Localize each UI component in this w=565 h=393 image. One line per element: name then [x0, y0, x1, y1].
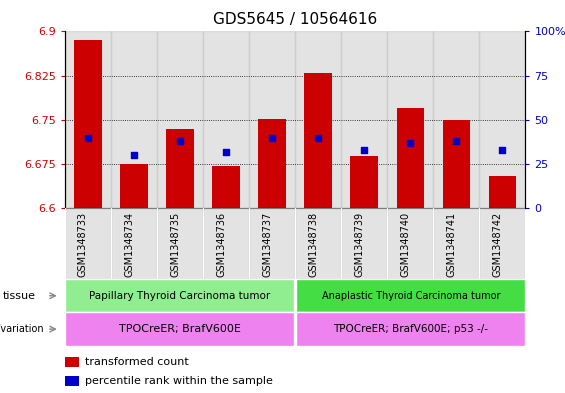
Bar	[341, 31, 388, 208]
Point	[406, 140, 415, 146]
Text: GSM1348736: GSM1348736	[216, 212, 226, 277]
Point	[452, 138, 461, 144]
Text: Anaplastic Thyroid Carcinoma tumor: Anaplastic Thyroid Carcinoma tumor	[321, 291, 500, 301]
Bar	[203, 31, 249, 208]
Bar	[212, 166, 240, 208]
Point	[176, 138, 185, 144]
Bar	[388, 208, 433, 279]
Text: GSM1348739: GSM1348739	[354, 212, 364, 277]
Text: Papillary Thyroid Carcinoma tumor: Papillary Thyroid Carcinoma tumor	[89, 291, 270, 301]
Bar	[65, 279, 294, 312]
Text: tissue: tissue	[3, 291, 36, 301]
Text: GSM1348742: GSM1348742	[493, 212, 502, 277]
Bar	[65, 376, 79, 386]
Point	[84, 134, 93, 141]
Bar	[65, 312, 294, 346]
Text: TPOCreER; BrafV600E: TPOCreER; BrafV600E	[119, 324, 241, 334]
Point	[221, 149, 231, 155]
Bar	[120, 164, 148, 208]
Bar	[479, 31, 525, 208]
Text: GSM1348733: GSM1348733	[78, 212, 88, 277]
Bar	[296, 312, 525, 346]
Bar	[166, 129, 194, 208]
Bar	[157, 31, 203, 208]
Bar	[433, 31, 479, 208]
Text: GSM1348737: GSM1348737	[262, 212, 272, 277]
Bar	[305, 73, 332, 208]
Text: GSM1348741: GSM1348741	[446, 212, 457, 277]
Bar	[65, 208, 111, 279]
Text: transformed count: transformed count	[85, 357, 189, 367]
Point	[314, 134, 323, 141]
Point	[268, 134, 277, 141]
Bar	[479, 208, 525, 279]
Bar	[258, 119, 286, 208]
Text: GSM1348735: GSM1348735	[170, 212, 180, 277]
Point	[498, 147, 507, 153]
Bar	[397, 108, 424, 208]
Bar	[296, 279, 525, 312]
Text: GSM1348738: GSM1348738	[308, 212, 318, 277]
Text: genotype/variation: genotype/variation	[0, 324, 44, 334]
Text: GSM1348734: GSM1348734	[124, 212, 134, 277]
Bar	[65, 357, 79, 367]
Text: TPOCreER; BrafV600E; p53 -/-: TPOCreER; BrafV600E; p53 -/-	[333, 324, 488, 334]
Bar	[442, 120, 470, 208]
Point	[129, 152, 138, 158]
Point	[360, 147, 369, 153]
Bar	[65, 31, 111, 208]
Bar	[388, 31, 433, 208]
Bar	[295, 31, 341, 208]
Bar	[489, 176, 516, 208]
Bar	[111, 208, 157, 279]
Title: GDS5645 / 10564616: GDS5645 / 10564616	[213, 13, 377, 28]
Bar	[111, 31, 157, 208]
Bar	[433, 208, 479, 279]
Bar	[157, 208, 203, 279]
Text: GSM1348740: GSM1348740	[401, 212, 410, 277]
Bar	[295, 208, 341, 279]
Bar	[341, 208, 388, 279]
Bar	[203, 208, 249, 279]
Bar	[249, 208, 295, 279]
Bar	[249, 31, 295, 208]
Bar	[350, 156, 378, 208]
Text: percentile rank within the sample: percentile rank within the sample	[85, 376, 273, 386]
Bar	[74, 40, 102, 208]
